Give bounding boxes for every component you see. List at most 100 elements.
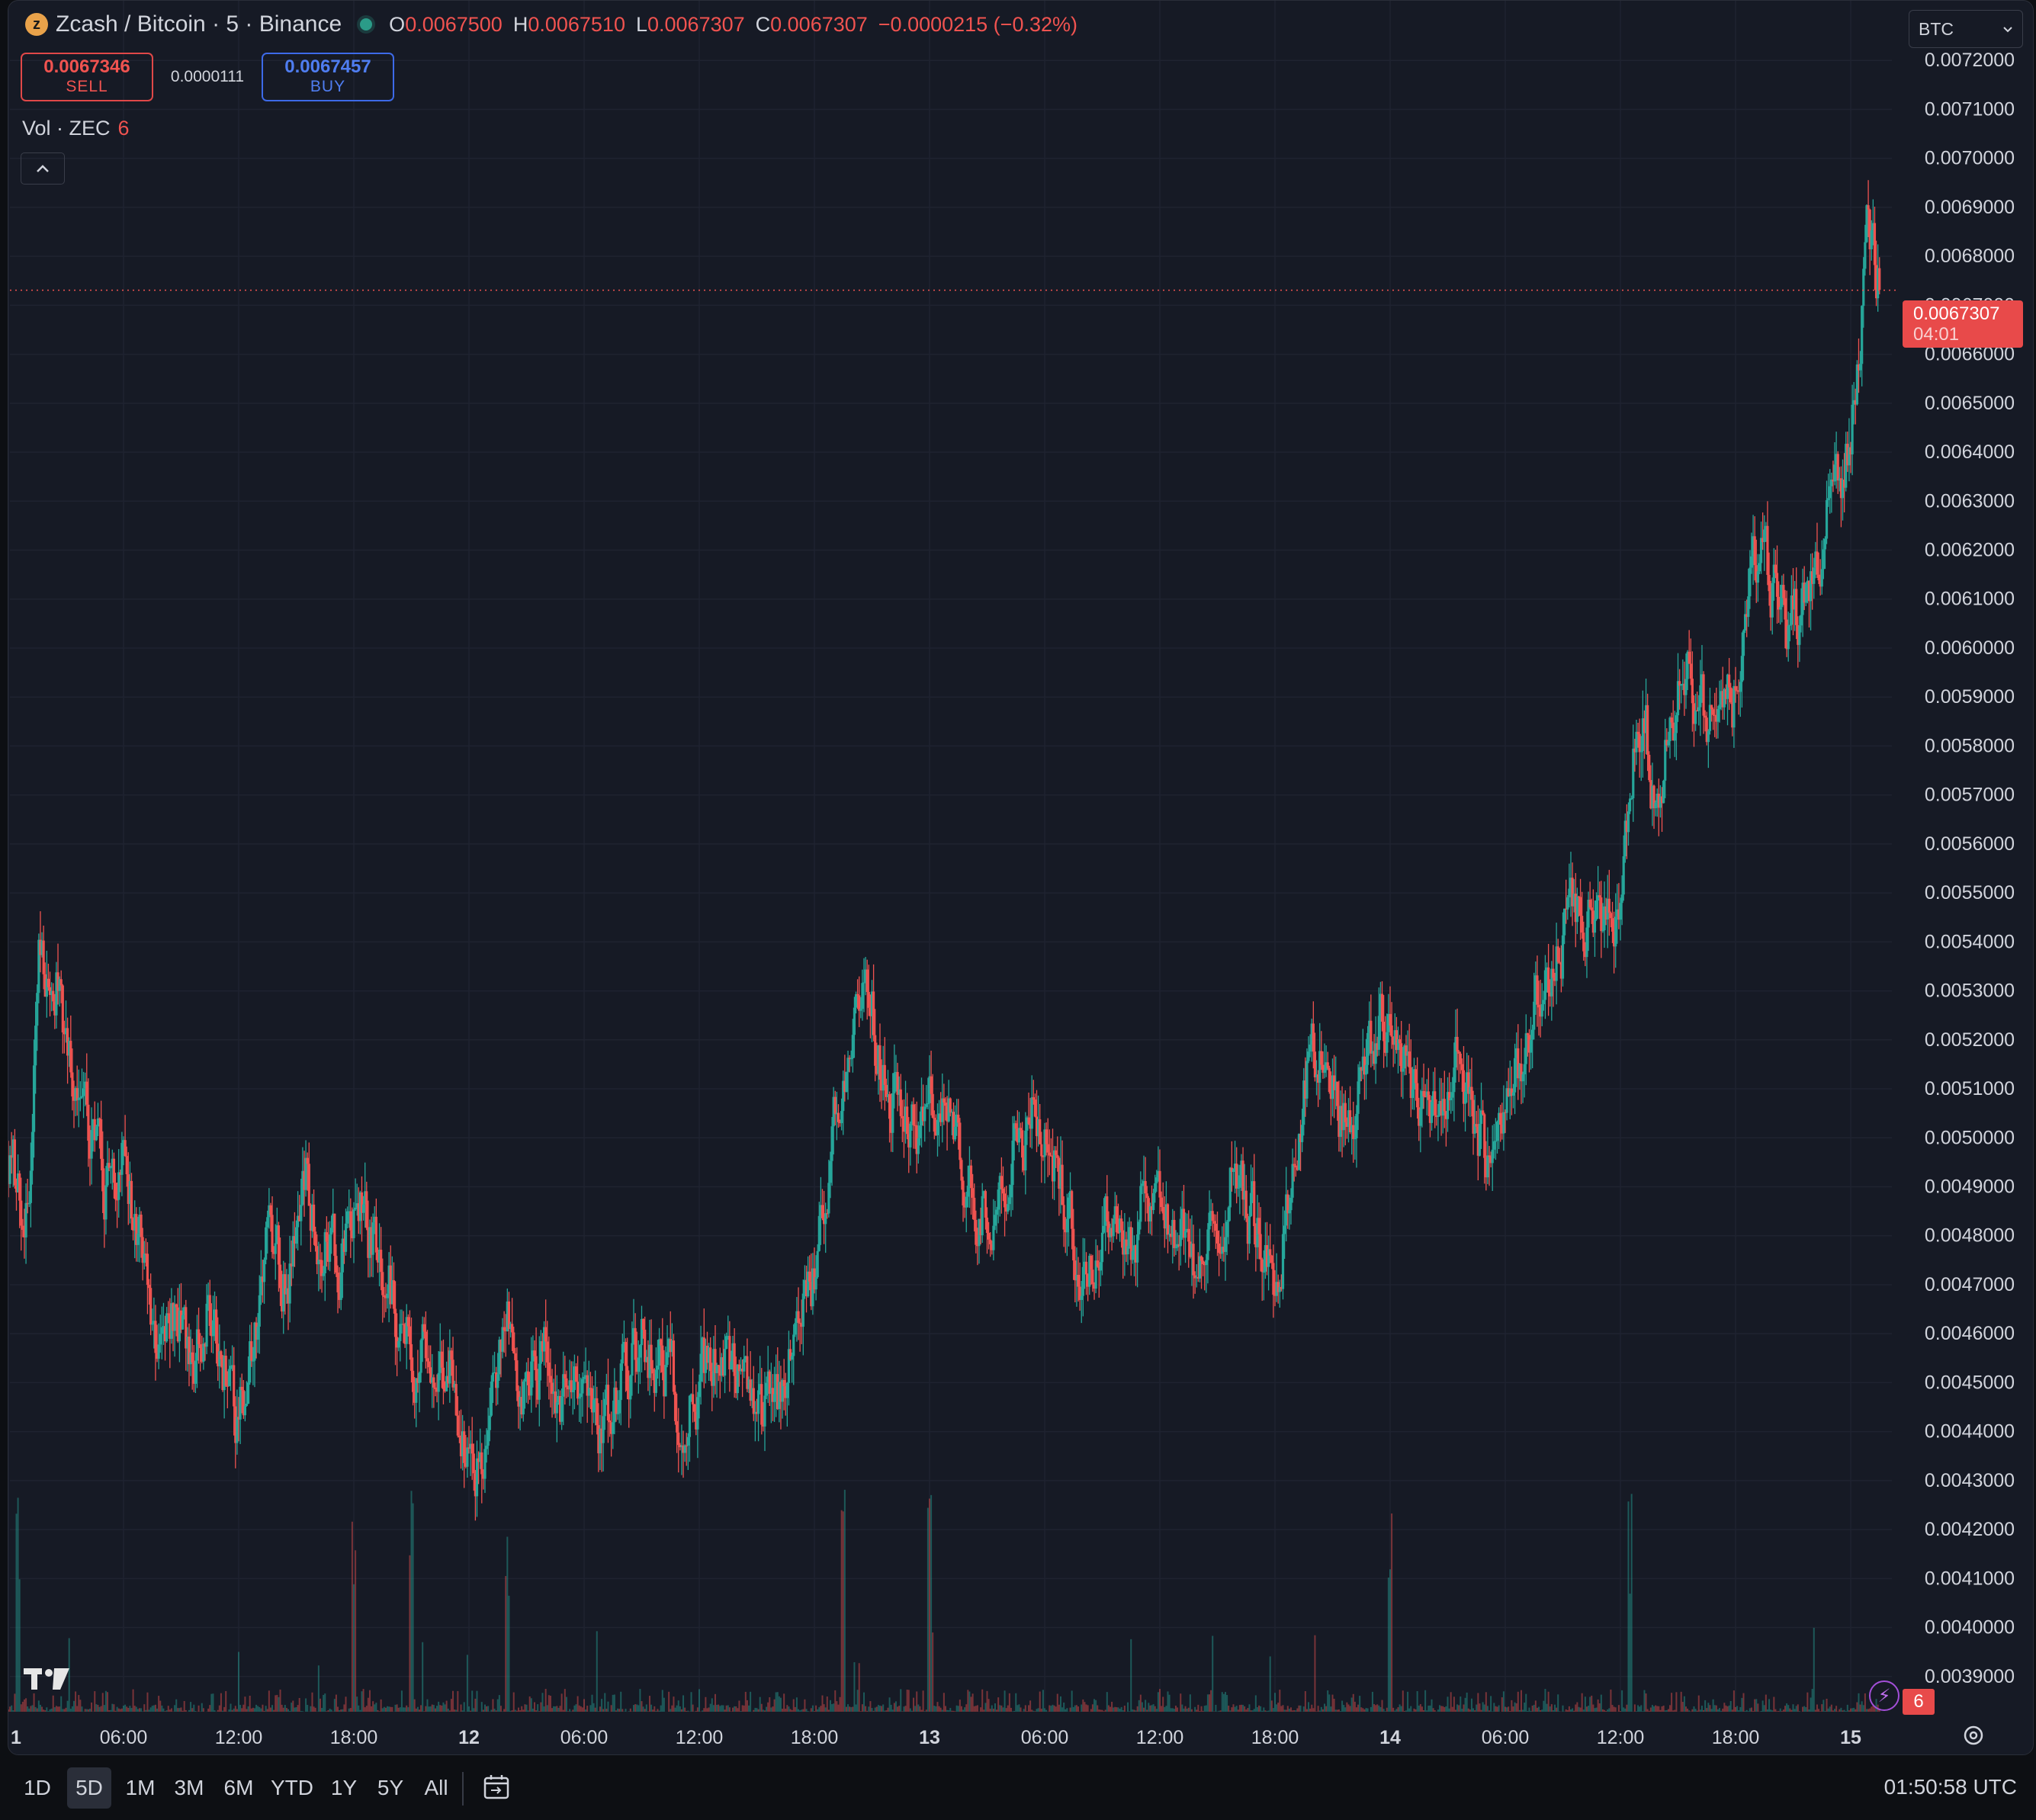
candle-body [1354, 1138, 1357, 1140]
range-5y-button[interactable]: 5Y [377, 1776, 404, 1799]
candle-body [1147, 1198, 1150, 1221]
volume-bar [687, 1710, 689, 1712]
candle-body [1102, 1225, 1106, 1233]
candle-body [477, 1458, 480, 1462]
candle-body [1686, 651, 1689, 679]
candle-body [670, 1340, 673, 1353]
volume-bar [730, 1711, 732, 1712]
candle-body [1453, 1067, 1456, 1093]
range-1y-button[interactable]: 1Y [330, 1776, 358, 1799]
candle-body [1795, 589, 1798, 625]
candle [1823, 536, 1827, 570]
candle [943, 1083, 946, 1125]
symbol-title[interactable]: Zcash / Bitcoin · 5 · Binance [56, 11, 342, 37]
candle-body [1248, 1215, 1251, 1244]
price-chart[interactable]: 0.00720000.00710000.00700000.00690000.00… [8, 1, 2033, 1754]
candle [1288, 1195, 1291, 1230]
volume-bar [1202, 1710, 1204, 1712]
volume-bar [1196, 1709, 1198, 1712]
volume-bar [1827, 1708, 1829, 1712]
volume-bar [753, 1709, 755, 1712]
sell-button[interactable]: 0.0067346 SELL [21, 53, 153, 101]
candle [1499, 1104, 1502, 1142]
volume-bar [431, 1704, 433, 1712]
candle [763, 1372, 766, 1452]
candle-body [1373, 1051, 1376, 1064]
candle [756, 1373, 760, 1442]
candle [262, 1257, 266, 1305]
volume-bar [858, 1663, 860, 1712]
candle [632, 1298, 635, 1345]
volume-bar [1231, 1707, 1233, 1712]
candle-body [189, 1352, 192, 1365]
volume-bar [856, 1690, 859, 1712]
buy-button[interactable]: 0.0067457 BUY [262, 53, 394, 101]
candle-body [1164, 1204, 1167, 1229]
candle-body [615, 1387, 618, 1414]
chart-panel[interactable]: 0.0072000 0.0071000 0.0070000 0.0069000 0.00… [8, 0, 2034, 1755]
volume-bar [1171, 1708, 1174, 1712]
range-all-button[interactable]: All [424, 1776, 448, 1799]
candle [1363, 1048, 1366, 1100]
settings-icon[interactable] [1962, 1724, 1985, 1753]
volume-bar [508, 1595, 510, 1712]
range-5d-button[interactable]: 5D [67, 1767, 111, 1809]
volume-bar [104, 1690, 107, 1712]
volume-bar [1350, 1697, 1353, 1712]
volume-bar [140, 1708, 143, 1712]
y-tick-label: 0.0046000 [1925, 1323, 2015, 1344]
candle-body [421, 1324, 424, 1340]
candle-body [1862, 268, 1865, 307]
candle [1440, 1078, 1443, 1136]
candle-body [1285, 1194, 1288, 1226]
candle-body [1260, 1259, 1264, 1273]
volume-bar [837, 1704, 840, 1712]
candle-body [1107, 1221, 1110, 1237]
volume-bar [1538, 1706, 1540, 1712]
candle-body [1450, 1097, 1453, 1101]
candle [416, 1350, 419, 1393]
date-range-calendar-icon[interactable] [482, 1772, 512, 1802]
candle [383, 1286, 386, 1318]
volume-bar [367, 1697, 369, 1712]
candle-body [1451, 1092, 1454, 1098]
candle [1574, 873, 1577, 948]
candle [1310, 1018, 1313, 1062]
range-ytd-button[interactable]: YTD [271, 1776, 313, 1799]
candle-body [1768, 575, 1771, 592]
candle-body [1357, 1081, 1360, 1114]
candle [1228, 1167, 1232, 1221]
candle-body [509, 1324, 512, 1329]
range-6m-button[interactable]: 6M [223, 1776, 254, 1799]
volume-bar [514, 1709, 516, 1712]
volume-bar [1183, 1708, 1185, 1712]
candle-body [301, 1170, 304, 1205]
range-1m-button[interactable]: 1M [125, 1776, 156, 1799]
alert-lightning-icon[interactable]: ⚡ [1869, 1680, 1900, 1711]
volume-bar [1771, 1710, 1774, 1712]
candle [459, 1409, 463, 1469]
volume-bar [359, 1709, 361, 1712]
candle [1157, 1146, 1160, 1182]
range-3m-button[interactable]: 3M [174, 1776, 204, 1799]
utc-clock[interactable]: 01:50:58 UTC [1883, 1775, 2017, 1799]
candle-body [822, 1218, 826, 1225]
candle-body [1473, 1124, 1476, 1134]
collapse-chevron-up-icon[interactable] [21, 152, 65, 185]
candle [1597, 865, 1600, 919]
candle-body [1652, 785, 1655, 808]
y-tick-label: 0.0047000 [1925, 1274, 2015, 1295]
candle-body [1434, 1091, 1437, 1115]
candle [1225, 1220, 1228, 1256]
volume-legend[interactable]: Vol · ZEC 6 [22, 117, 130, 140]
candle-body [736, 1364, 739, 1394]
volume-bar [454, 1709, 456, 1712]
volume-bar [100, 1706, 102, 1712]
volume-bar [1485, 1692, 1487, 1712]
currency-select[interactable]: BTC [1909, 10, 2023, 48]
candle-body [167, 1313, 170, 1314]
candle [450, 1347, 453, 1376]
candle [1183, 1212, 1187, 1263]
range-1d-button[interactable]: 1D [24, 1776, 51, 1799]
tradingview-logo-icon[interactable] [24, 1663, 71, 1701]
